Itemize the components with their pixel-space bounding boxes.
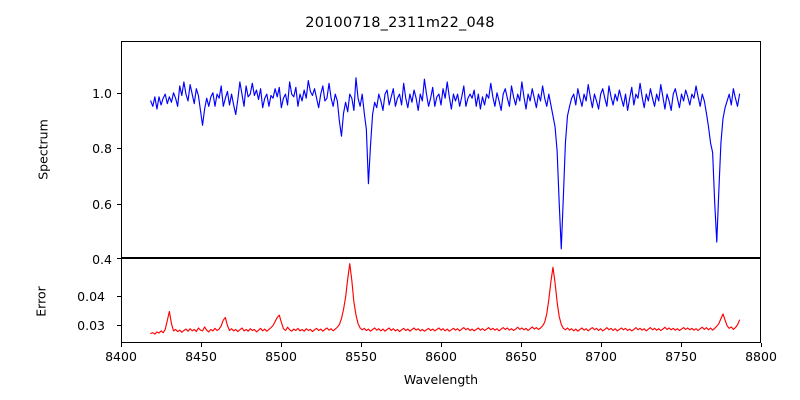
spectrum-ytickmark-4	[117, 258, 121, 260]
spectrum-line	[150, 77, 741, 250]
figure-title: 20100718_2311m22_048	[305, 15, 495, 31]
spectrum-ytickmark-1	[117, 93, 121, 95]
xtickmark-1	[121, 343, 123, 347]
xtick-7: 8700	[585, 349, 617, 364]
spectrum-ytick-3: 0.6	[92, 197, 112, 212]
spectrum-ytick-2: 0.8	[92, 141, 112, 156]
spectrum-ytick-1: 1.0	[92, 86, 112, 101]
xtick-4: 8550	[345, 349, 377, 364]
xtickmark-5	[441, 343, 443, 347]
xtickmark-4	[361, 343, 363, 347]
spectrum-series-svg	[150, 77, 741, 250]
error-series-svg	[150, 263, 741, 335]
xtick-8: 8750	[665, 349, 697, 364]
spectrum-ytickmark-3	[117, 204, 121, 206]
error-line	[150, 263, 741, 335]
xtickmark-6	[521, 343, 523, 347]
error-plot-area	[121, 258, 761, 343]
error-ytick-1: 0.04	[77, 289, 105, 304]
spectrum-plot-area	[121, 41, 761, 258]
xtickmark-9	[761, 343, 763, 347]
spectrum-ytickmark-2	[117, 148, 121, 150]
xtickmark-8	[681, 343, 683, 347]
xtick-9: 8800	[745, 349, 777, 364]
xtickmark-2	[201, 343, 203, 347]
spectrum-ytick-4: 0.4	[92, 252, 112, 267]
error-ytickmark-2	[117, 325, 121, 327]
xtick-6: 8650	[505, 349, 537, 364]
spectrum-y-axis-label: Spectrum	[35, 119, 51, 180]
x-axis-label: Wavelength	[403, 372, 479, 387]
xtick-1: 8400	[105, 349, 137, 364]
xtick-2: 8450	[185, 349, 217, 364]
xtickmark-7	[601, 343, 603, 347]
xtick-3: 8500	[265, 349, 297, 364]
xtick-5: 8600	[425, 349, 457, 364]
xtickmark-3	[281, 343, 283, 347]
error-ytick-2: 0.03	[77, 318, 105, 333]
error-ytickmark-1	[117, 296, 121, 298]
